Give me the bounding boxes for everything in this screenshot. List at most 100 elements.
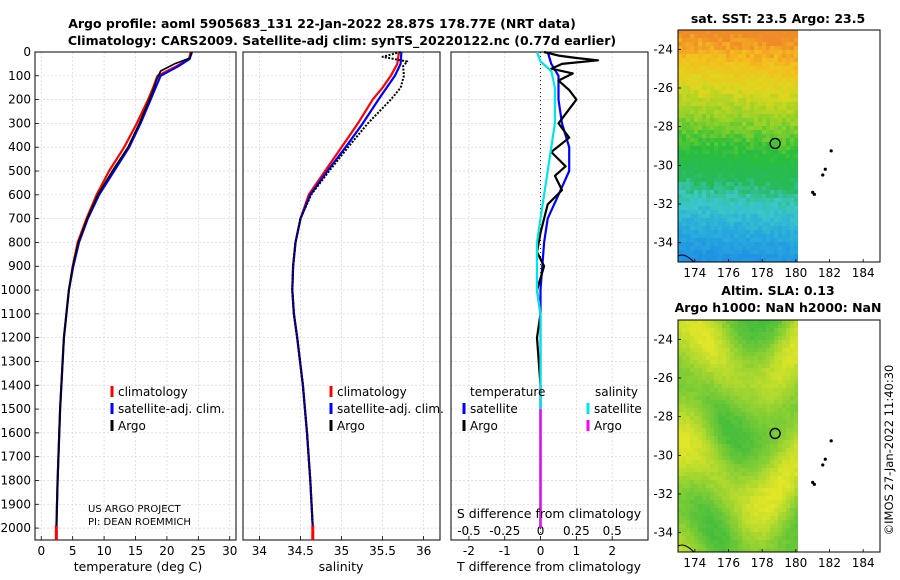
map-cell [762,408,766,412]
map-cell [682,34,686,38]
map-cell [694,162,698,166]
map-cell [726,444,730,448]
map-cell [686,114,690,118]
map-cell [754,544,758,548]
map-cell [734,222,738,226]
map-cell [706,226,710,230]
map-cell [698,190,702,194]
map-cell [762,82,766,86]
map-cell [754,388,758,392]
map-cell [786,516,790,520]
map-cell [786,496,790,500]
map-cell [754,396,758,400]
map-cell [794,82,798,86]
map-cell [718,420,722,424]
map-cell [730,106,734,110]
map-cell [786,524,790,528]
map-cell [790,488,794,492]
map-cell [734,364,738,368]
map-cell [782,50,786,54]
map-cell [702,162,706,166]
map-cell [790,508,794,512]
map-cell [782,194,786,198]
map-cell [706,472,710,476]
map-cell [778,130,782,134]
map-cell [714,468,718,472]
map-cell [678,356,682,360]
map-cell [678,34,682,38]
map-cell [706,154,710,158]
map-cell [710,536,714,540]
map-cell [766,138,770,142]
map-cell [742,532,746,536]
map-cell [782,146,786,150]
map-cell [710,460,714,464]
map-cell [762,118,766,122]
map-cell [698,134,702,138]
map-cell [766,480,770,484]
map-cell [746,134,750,138]
map-cell [766,42,770,46]
map-cell [742,356,746,360]
map-cell [738,528,742,532]
map-cell [790,516,794,520]
map-cell [706,416,710,420]
map-cell [710,130,714,134]
map-cell [754,368,758,372]
map-cell [726,162,730,166]
map-cell [750,320,754,324]
map-cell [770,340,774,344]
map-cell [758,444,762,448]
map-cell [722,372,726,376]
map-cell [718,186,722,190]
map-cell [686,532,690,536]
map-cell [750,66,754,70]
map-cell [702,440,706,444]
map-cell [730,320,734,324]
map-cell [774,376,778,380]
map-cell [790,234,794,238]
map-cell [794,134,798,138]
map-cell [774,46,778,50]
map-cell [762,158,766,162]
map-cell [682,344,686,348]
map-cell [790,58,794,62]
map-cell [710,210,714,214]
map-cell [690,336,694,340]
map-cell [702,372,706,376]
map-cell [794,58,798,62]
map-cell [678,242,682,246]
map-cell [698,340,702,344]
map-cell [774,368,778,372]
map-cell [754,174,758,178]
map-cell [682,126,686,130]
map-cell [762,328,766,332]
map-cell [746,532,750,536]
map-cell [786,134,790,138]
map-cell [738,166,742,170]
map-cell [782,190,786,194]
map-cell [754,82,758,86]
map-cell [706,66,710,70]
map-cell [750,536,754,540]
map-cell [746,324,750,328]
map-cell [734,540,738,544]
map-cell [790,158,794,162]
map-cell [718,166,722,170]
map-cell [742,54,746,58]
map-cell [738,118,742,122]
map-cell [778,436,782,440]
map-cell [690,46,694,50]
map-cell [690,82,694,86]
plot-frame [450,51,649,541]
map-cell [750,114,754,118]
map-cell [690,142,694,146]
map-cell [742,492,746,496]
map-cell [710,74,714,78]
map-cell [706,384,710,388]
map-cell [714,198,718,202]
y-tick-label: 200 [8,93,31,107]
map-cell [746,110,750,114]
map-cell [730,66,734,70]
map-cell [714,452,718,456]
